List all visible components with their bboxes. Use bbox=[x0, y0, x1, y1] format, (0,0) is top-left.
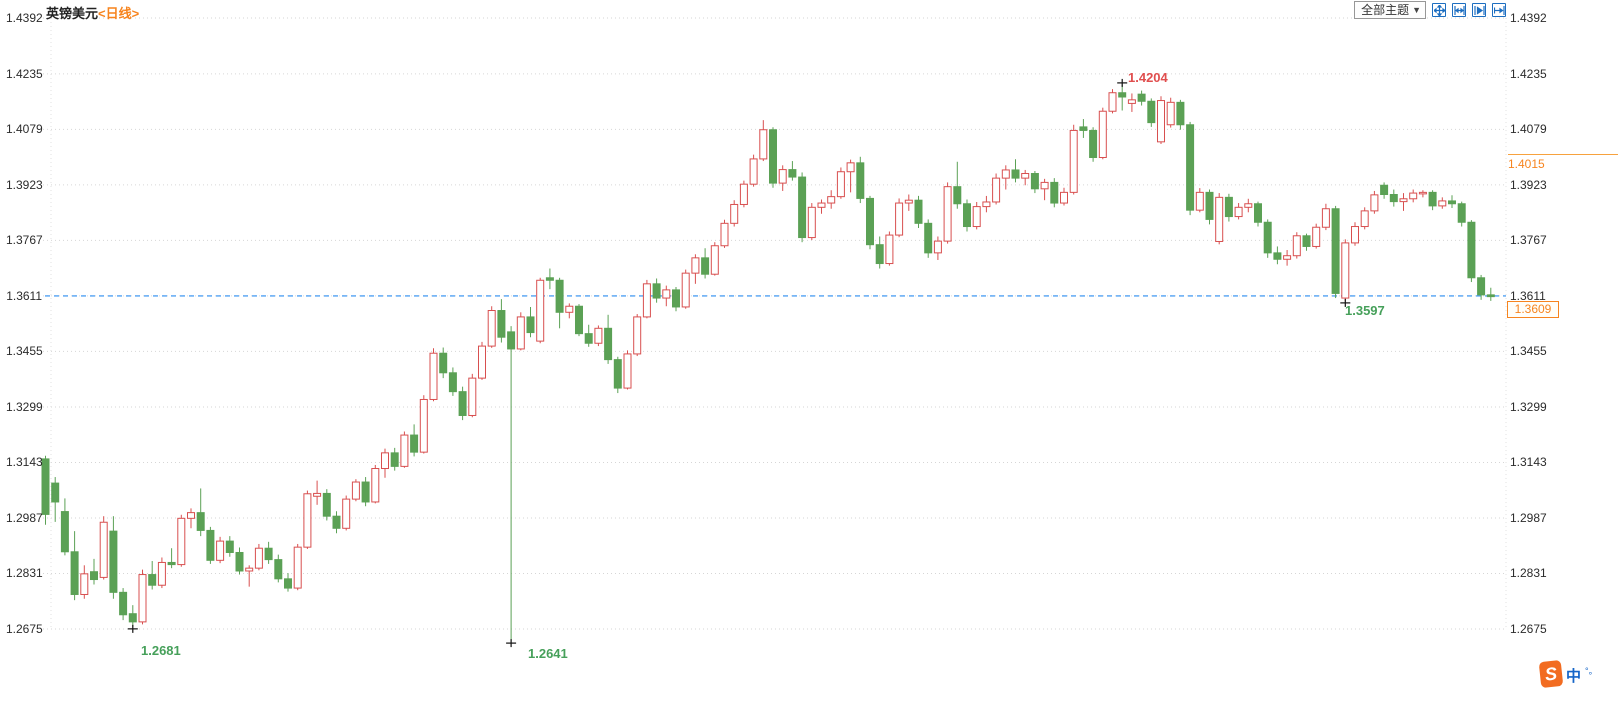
timeframe-tag: <日线> bbox=[98, 6, 140, 21]
extreme-annotation: 1.2641 bbox=[528, 646, 568, 661]
gridlines bbox=[43, 17, 1507, 630]
y-axis-label: 1.2987 bbox=[6, 511, 43, 525]
logo-s-icon: S bbox=[1538, 659, 1564, 689]
y-axis-label: 1.3299 bbox=[1510, 400, 1547, 414]
price-chart-canvas[interactable]: 1.2681 1.2641 1.4204 1.3597 bbox=[0, 0, 1618, 686]
logo-text: 中 bbox=[1566, 668, 1582, 685]
y-axis-label: 1.4392 bbox=[1510, 11, 1547, 25]
y-axis-label: 1.3923 bbox=[1510, 178, 1547, 192]
y-axis-label: 1.3923 bbox=[6, 178, 43, 192]
candlestick-series bbox=[41, 84, 1495, 642]
y-axis-label: 1.3299 bbox=[6, 400, 43, 414]
y-axis-label: 1.2831 bbox=[6, 566, 43, 580]
y-axis-label: 1.3767 bbox=[1510, 233, 1547, 247]
y-axis-label: 1.3143 bbox=[6, 455, 43, 469]
current-price-badge: 1.3609 bbox=[1507, 301, 1559, 318]
theme-dropdown-label: 全部主题 bbox=[1361, 3, 1410, 17]
y-axis-label: 1.2675 bbox=[1510, 622, 1547, 636]
extreme-annotation: 1.4204 bbox=[1128, 70, 1169, 85]
extreme-annotation: 1.3597 bbox=[1345, 303, 1385, 318]
logo-suffix: °。 bbox=[1585, 666, 1598, 676]
cnfol-logo: S 中 °。 bbox=[1538, 659, 1598, 701]
play-scroll-icon[interactable] bbox=[1472, 3, 1486, 17]
y-axis-label: 1.3767 bbox=[6, 233, 43, 247]
instrument-name: 英镑美元 bbox=[46, 6, 99, 21]
y-axis-label: 1.3611 bbox=[1510, 289, 1546, 303]
y-axis-label: 1.4235 bbox=[6, 67, 43, 81]
y-axis-label: 1.4392 bbox=[6, 11, 43, 25]
extreme-annotation: 1.2681 bbox=[141, 643, 181, 658]
chevron-down-icon: ▼ bbox=[1412, 5, 1421, 15]
y-axis-label: 1.4235 bbox=[1510, 67, 1547, 81]
y-axis-label: 1.3611 bbox=[6, 289, 42, 303]
chart-title: 英镑美元<日线> bbox=[46, 3, 139, 22]
y-axis-label: 1.2831 bbox=[1510, 566, 1547, 580]
y-axis-label: 1.4079 bbox=[1510, 122, 1547, 136]
orange-level-label: 1.4015 bbox=[1508, 154, 1618, 171]
chart-toolbar: 全部主题 ▼ bbox=[1354, 1, 1506, 19]
theme-dropdown[interactable]: 全部主题 ▼ bbox=[1354, 1, 1426, 19]
y-axis-label: 1.4079 bbox=[6, 122, 43, 136]
pan-icon[interactable] bbox=[1432, 3, 1446, 17]
y-axis-label: 1.3143 bbox=[1510, 455, 1547, 469]
y-axis-label: 1.3455 bbox=[1510, 344, 1547, 358]
y-axis-label: 1.3455 bbox=[6, 344, 43, 358]
fit-width-icon[interactable] bbox=[1452, 3, 1466, 17]
y-axis-label: 1.2987 bbox=[1510, 511, 1547, 525]
goto-latest-icon[interactable] bbox=[1492, 3, 1506, 17]
annotations: 1.2681 1.2641 1.4204 1.3597 bbox=[127, 70, 1385, 661]
y-axis-label: 1.2675 bbox=[6, 622, 43, 636]
